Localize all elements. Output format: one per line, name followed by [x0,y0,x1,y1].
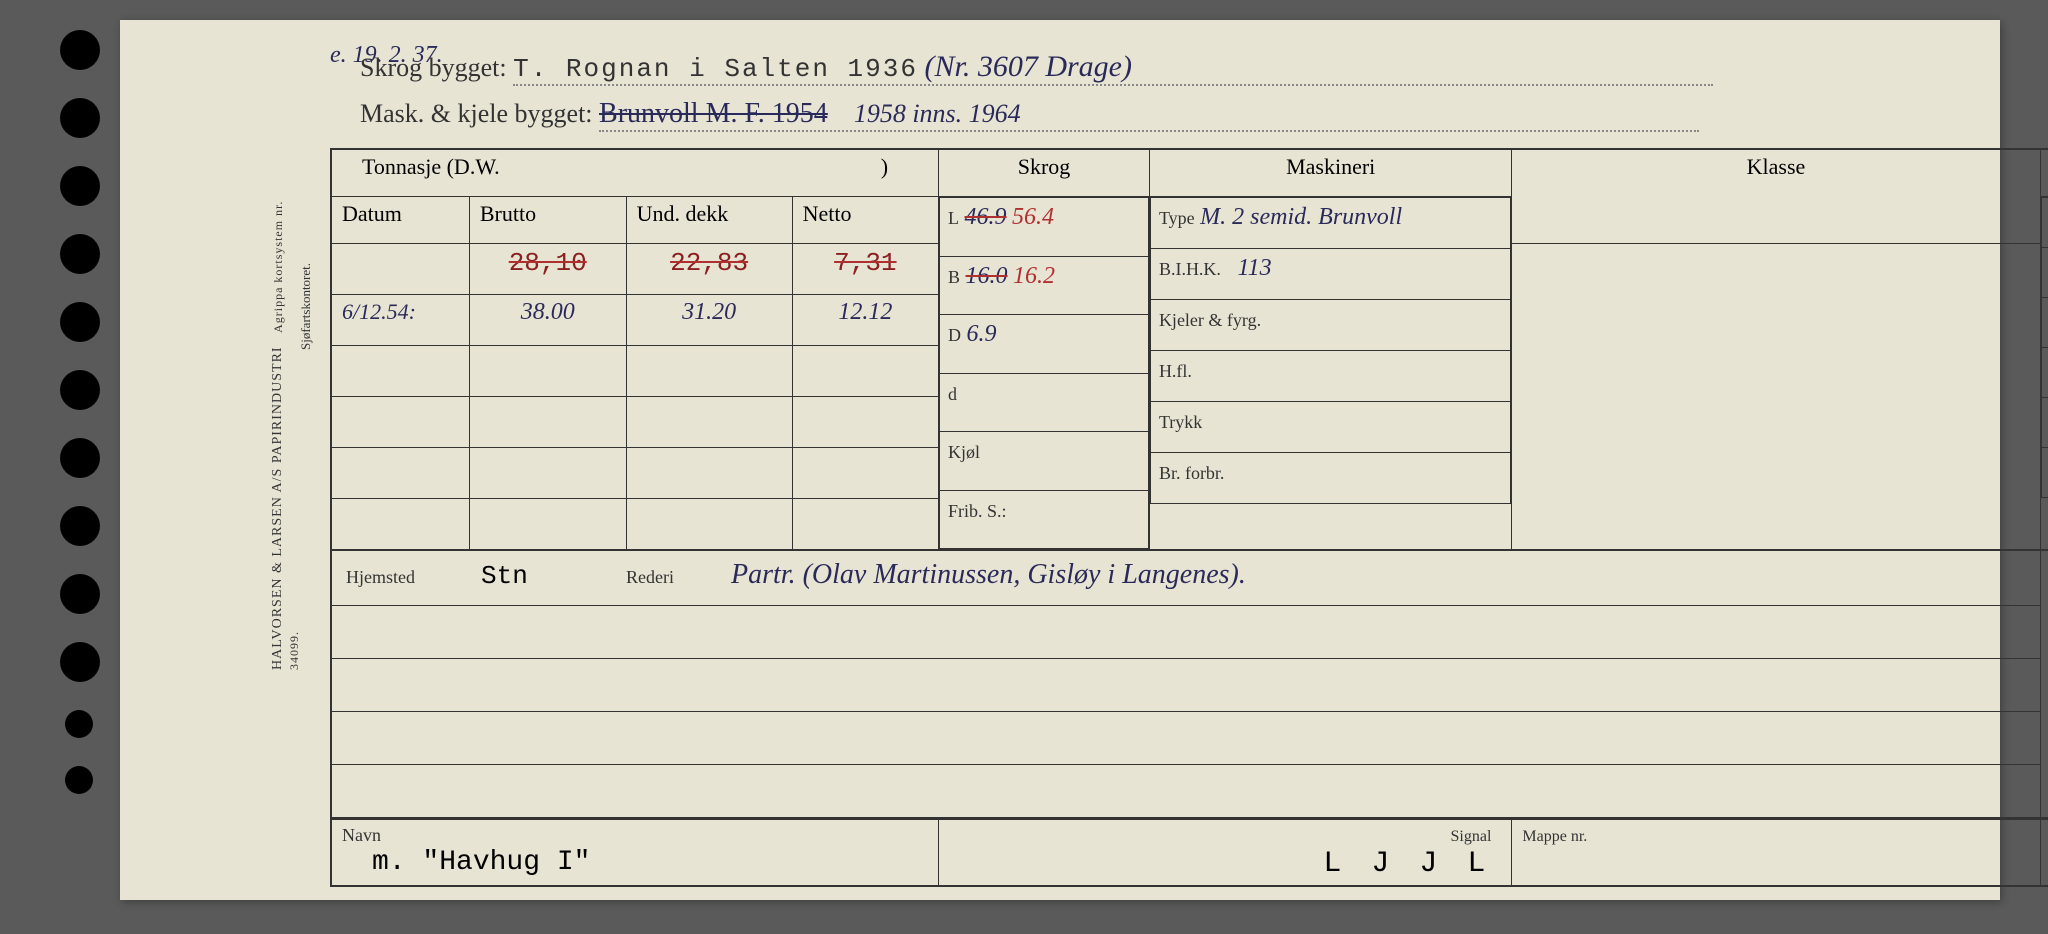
binder-holes [60,30,120,880]
table-row [331,712,2048,765]
table-row [331,659,2048,712]
skrog-cell: L 46.9 56.4 B 16.0 16.2 D 6.9 [939,197,1150,551]
table-row [331,606,2048,659]
side-office: Sjøfartskontoret. [298,150,314,350]
klasse-header: Klasse [1512,149,2040,244]
mask-bygget-line: Mask. & kjele bygget: Brunvoll M. F. 195… [330,98,2048,140]
tonnasje-header: Tonnasje (D.W. ) [331,149,939,197]
main-data-table: Tonnasje (D.W. ) Skrog Maskineri Klasse … [330,148,2048,887]
index-card: HALVORSEN & LARSEN A/S PAPIRINDUSTRI Agr… [120,20,2000,900]
maskineri-cell: Type M. 2 semid. Brunvoll B.I.H.K. 113 K… [1149,197,1511,551]
klasse-cell [2040,197,2048,551]
datum-header: Datum [331,197,469,244]
skrog-bygget-line: Skrog bygget: T. Rognan i Salten 1936 (N… [330,50,2048,92]
brutto-header: Brutto [469,197,626,244]
signal-code: L J J L [1323,847,1491,881]
hjemsted-row: Hjemsted Stn Rederi Partr. (Olav Martinu… [331,550,2048,606]
netto-header: Netto [792,197,938,244]
und-dekk-header: Und. dekk [626,197,792,244]
maskineri-header: Maskineri [1149,149,1511,197]
table-row [331,765,2048,819]
footer-row: Navn m. "Havhug I" Signal L J J L Mappe … [331,819,2048,887]
vessel-name: m. "Havhug I" [372,847,590,878]
skrog-header: Skrog [939,149,1150,197]
